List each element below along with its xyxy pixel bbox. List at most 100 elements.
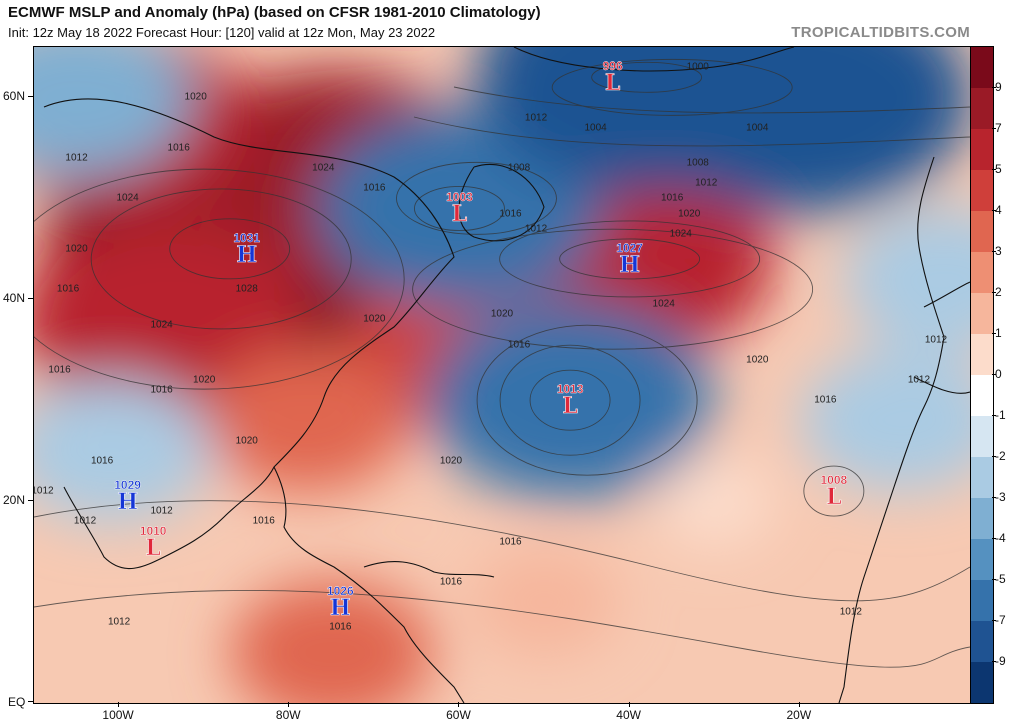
pressure-letter: L [145, 534, 161, 561]
colorbar-tick-label: -2 [995, 449, 1006, 463]
isobar-label: 1016 [499, 208, 522, 220]
map-title: ECMWF MSLP and Anomaly (hPa) (based on C… [8, 4, 541, 21]
pressure-value: 1031 [233, 230, 261, 245]
isobar-label: 1028 [235, 283, 258, 295]
isobar-ring [499, 344, 641, 456]
coastline [838, 156, 945, 703]
isobar-label: 1004 [746, 122, 769, 134]
longitude-tick [458, 702, 460, 707]
coastline [273, 466, 465, 703]
low-pressure-center: 1013 L [557, 383, 584, 418]
colorbar-tick-label: 9 [995, 80, 1002, 94]
isobar-ring [529, 369, 611, 431]
colorbar-tick-mark [992, 456, 996, 457]
pressure-value: 1027 [616, 240, 643, 255]
coastline [458, 163, 545, 242]
isobar-label: 1020 [363, 313, 386, 325]
isobar-line [413, 116, 970, 147]
isobar-label: 1012 [924, 334, 948, 346]
colorbar-tick-mark [992, 169, 996, 170]
colorbar-tick-mark [992, 210, 996, 211]
anomaly-region-13 [799, 348, 970, 493]
pressure-letter: L [451, 201, 468, 228]
colorbar [970, 46, 994, 704]
pressure-value: 996 [602, 59, 623, 74]
isobar-ring [476, 324, 698, 476]
colorbar-segment [971, 47, 993, 89]
isobar-line [34, 500, 970, 602]
isobar-ring [414, 186, 505, 231]
colorbar-segment [971, 580, 993, 622]
coastline [923, 281, 970, 308]
high-pressure-center: 1027 H [616, 240, 643, 278]
isobar-label: 1012 [524, 223, 548, 235]
isobar-label: 1008 [507, 162, 531, 174]
colorbar-segment [971, 457, 993, 499]
anomaly-region-7 [229, 580, 434, 703]
colorbar-segment [971, 416, 993, 458]
latitude-tick [28, 701, 33, 702]
anomaly-region-17 [470, 548, 619, 657]
anomaly-region-8 [426, 301, 715, 500]
longitude-label: 60W [446, 708, 471, 722]
longitude-tick [798, 702, 800, 707]
isobar-label: 1012 [150, 505, 173, 517]
colorbar-tick-label: 1 [995, 326, 1002, 340]
colorbar-segment [971, 375, 993, 417]
latitude-label: EQ [8, 695, 26, 709]
isobar-ring [90, 188, 352, 330]
coastline [513, 47, 795, 72]
map-panel: 1031 H 1027 H 1003 L 996 L 1013 L 1008 L 1029 H 1010 L 1… [33, 46, 971, 704]
pressure-letter: L [826, 484, 842, 511]
low-pressure-center: 996 L [602, 59, 623, 97]
isobar-ring [34, 168, 405, 390]
colorbar-tick-mark [992, 251, 996, 252]
colorbar-tick-mark [992, 497, 996, 498]
anomaly-region-5 [204, 348, 409, 493]
longitude-label: 80W [275, 708, 301, 722]
colorbar-tick-label: 2 [995, 285, 1002, 299]
isobar-label: 1016 [329, 621, 352, 633]
isobar-label: 1012 [107, 616, 131, 628]
site-credit: TROPICALTIDBITS.COM [791, 24, 970, 41]
colorbar-segment [971, 498, 993, 540]
isobar-label: 1016 [252, 515, 275, 527]
colorbar-tick-label: -3 [995, 490, 1006, 504]
latitude-label: 60N [3, 89, 26, 104]
longitude-label: 100W [102, 708, 134, 722]
pressure-letter: L [604, 70, 621, 97]
isobar-label: 1012 [907, 374, 931, 386]
pressure-value: 1010 [139, 523, 167, 538]
colorbar-segment [971, 334, 993, 376]
isobar-label: 1024 [150, 319, 173, 331]
pressure-letter: H [236, 241, 258, 268]
coastline [363, 561, 495, 578]
colorbar-tick-mark [992, 292, 996, 293]
latitude-label: 40N [3, 291, 26, 306]
colorbar-tick-label: -7 [995, 613, 1006, 627]
latitude-tick [28, 500, 33, 502]
pressure-letter: H [619, 251, 641, 278]
coastline [913, 376, 970, 394]
colorbar-tick-label: -9 [995, 654, 1006, 668]
isobar-label: 1012 [73, 515, 97, 527]
isobar-label: 1024 [116, 192, 139, 204]
isobar-label: 1020 [235, 435, 258, 447]
high-pressure-center: 1029 H [114, 479, 141, 513]
isobar-ring [559, 238, 701, 280]
colorbar-segment [971, 211, 993, 253]
anomaly-region-16 [654, 456, 775, 547]
isobar-label: 1012 [33, 485, 54, 497]
colorbar-segment [971, 88, 993, 130]
colorbar-segment [971, 621, 993, 663]
longitude-tick [118, 702, 120, 707]
latitude-label: 20N [3, 493, 26, 508]
isobar-label: 1016 [150, 384, 173, 396]
isobar-label: 1020 [65, 243, 88, 255]
isobar-ring [169, 218, 291, 280]
isobar-label: 1024 [312, 162, 335, 174]
forecast-info: Init: 12z May 18 2022 Forecast Hour: [12… [8, 25, 436, 40]
low-pressure-center: 1003 L [446, 191, 473, 228]
isobar-label: 1016 [499, 536, 522, 548]
isobar-label: 1020 [678, 208, 701, 220]
